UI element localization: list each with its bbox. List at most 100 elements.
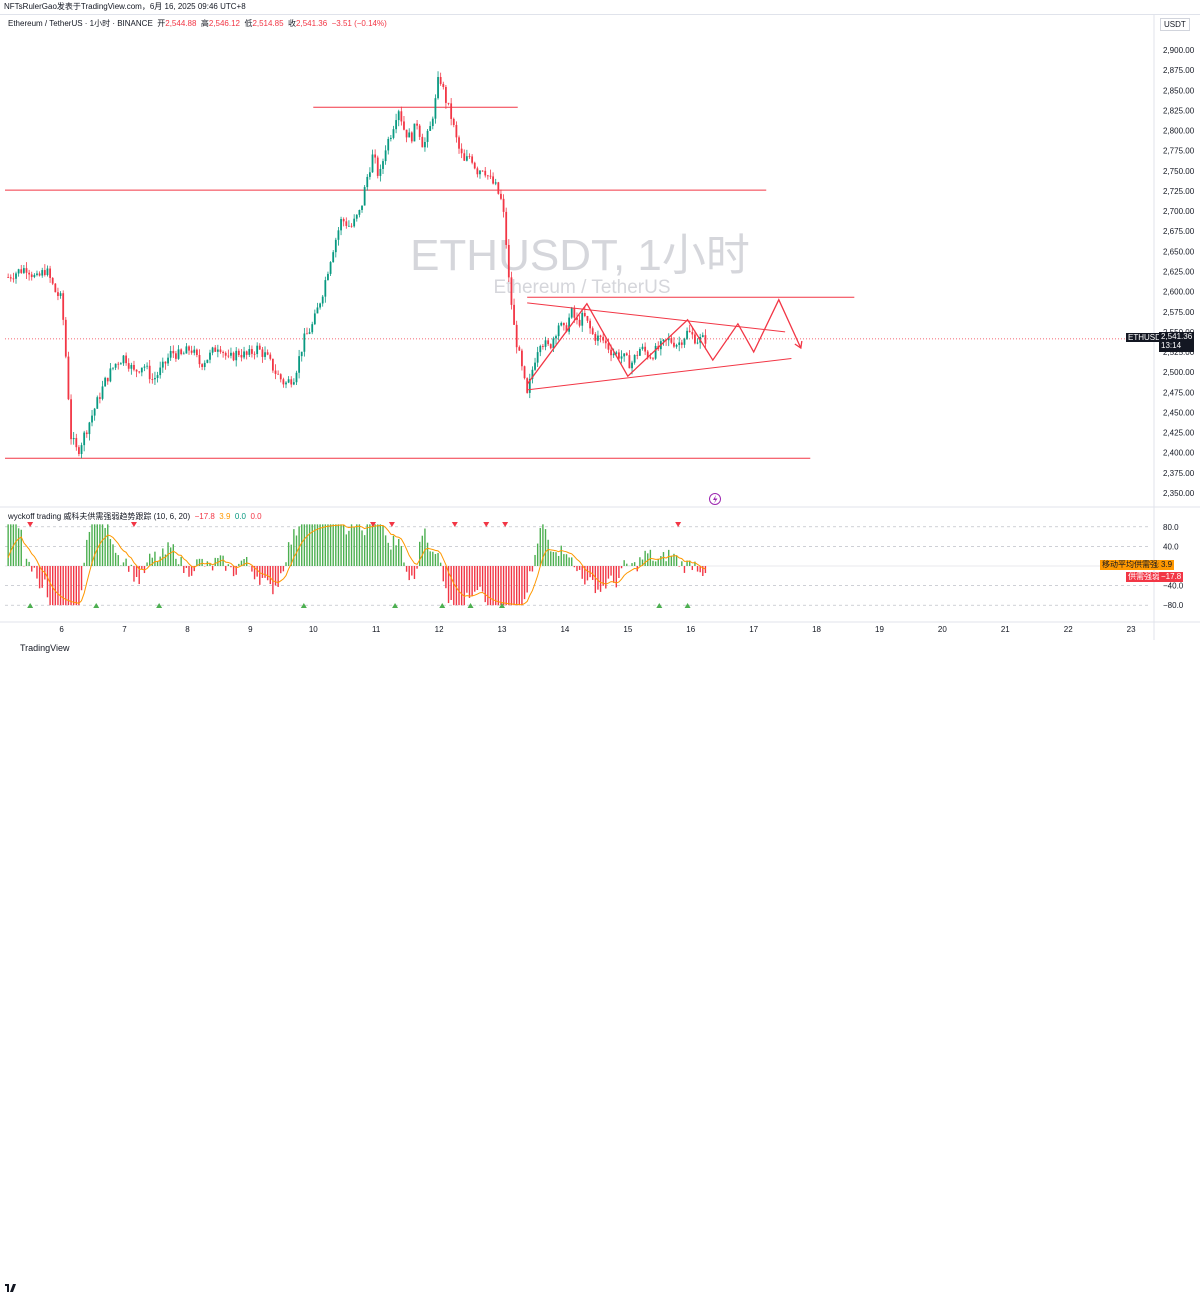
sell-signal-marker	[451, 522, 458, 527]
y-tick-label: 2,450.00	[1163, 408, 1195, 417]
candle-body	[345, 221, 348, 226]
candle-body	[127, 363, 130, 369]
candle-body	[269, 354, 272, 359]
candle-body	[678, 342, 681, 345]
buy-signal-marker	[300, 603, 307, 608]
price-flag-price: 2,541.36	[1161, 332, 1193, 341]
indicator-legend: wyckoff trading 威科夫供需强弱趋势跟踪 (10, 6, 20) …	[8, 511, 262, 522]
buy-signal-marker	[392, 603, 399, 608]
currency-badge[interactable]: USDT	[1160, 18, 1190, 31]
candle-body	[625, 353, 628, 356]
candle-body	[114, 363, 117, 368]
tradingview-logo-icon	[5, 1284, 16, 1292]
candle-body	[434, 98, 437, 119]
y-tick-label: 2,850.00	[1163, 86, 1195, 95]
candle-body	[243, 351, 245, 358]
candle-body	[431, 118, 434, 127]
candle-body	[313, 313, 316, 325]
candle-body	[531, 369, 534, 379]
candle-body	[704, 335, 707, 344]
y-tick-label: 2,525.00	[1163, 348, 1195, 357]
candle-body	[161, 361, 164, 368]
candle-body	[602, 336, 605, 341]
open-label: 开	[157, 19, 166, 28]
symbol-legend: Ethereum / TetherUS · 1小时 · BINANCE 开2,5…	[8, 18, 387, 29]
x-tick-label: 21	[1001, 625, 1010, 634]
candle-body	[112, 367, 114, 369]
candle-body	[232, 352, 235, 361]
candle-body	[80, 445, 83, 455]
candle-body	[486, 175, 489, 177]
candle-body	[539, 345, 542, 353]
candle-body	[96, 397, 99, 409]
y-tick-label: 2,675.00	[1163, 227, 1195, 236]
candle-body	[686, 330, 688, 339]
candle-body	[334, 239, 337, 253]
candle-body	[696, 342, 699, 344]
candle-body	[562, 322, 565, 326]
candle-body	[117, 363, 120, 365]
candle-body	[521, 350, 523, 367]
candle-body	[528, 378, 531, 393]
x-tick-label: 23	[1127, 625, 1136, 634]
candle-body	[41, 270, 44, 276]
sell-signal-marker	[483, 522, 490, 527]
candle-body	[51, 277, 54, 284]
candle-body	[610, 349, 612, 356]
candle-body	[237, 350, 240, 355]
candle-body	[337, 230, 340, 240]
candle-body	[683, 338, 686, 345]
candle-body	[418, 125, 421, 137]
candle-body	[636, 354, 639, 356]
candle-body	[484, 170, 487, 176]
candle-body	[348, 225, 350, 227]
candle-body	[374, 154, 377, 158]
candle-body	[258, 345, 261, 350]
candle-body	[416, 123, 418, 126]
candle-body	[85, 432, 88, 435]
candle-body	[156, 375, 159, 378]
candle-body	[36, 273, 38, 275]
candle-body	[91, 415, 93, 423]
candle-body	[691, 332, 694, 335]
change-value: −3.51 (−0.14%)	[331, 19, 387, 28]
candle-body	[670, 337, 673, 343]
candle-body	[75, 437, 78, 448]
candle-body	[479, 170, 481, 175]
candle-body	[198, 355, 201, 365]
candle-body	[405, 129, 408, 138]
candle-body	[581, 312, 584, 326]
candle-body	[379, 168, 382, 176]
candle-body	[589, 320, 591, 329]
candle-body	[688, 330, 691, 333]
candle-body	[445, 86, 447, 103]
symbol-name[interactable]: Ethereum / TetherUS · 1小时 · BINANCE	[8, 19, 153, 28]
candle-body	[604, 340, 607, 344]
candle-body	[565, 325, 568, 332]
candle-body	[429, 126, 432, 131]
candle-body	[623, 353, 626, 357]
candle-body	[64, 319, 67, 357]
indicator-tick-label: −40.0	[1163, 582, 1184, 591]
candle-body	[9, 277, 12, 279]
candle-body	[607, 343, 610, 350]
sell-signal-marker	[388, 522, 395, 527]
candle-body	[633, 354, 636, 363]
candle-body	[389, 137, 392, 139]
x-tick-label: 14	[560, 625, 569, 634]
candle-body	[211, 347, 214, 353]
candle-body	[264, 352, 266, 357]
indicator-name[interactable]: wyckoff trading 威科夫供需强弱趋势跟踪 (10, 6, 20)	[8, 512, 191, 521]
candle-body	[240, 354, 243, 358]
candle-body	[450, 103, 453, 119]
watermark-subtitle: Ethereum / TetherUS	[493, 277, 670, 298]
buy-signal-marker	[499, 603, 506, 608]
candle-body	[266, 352, 269, 355]
candle-body	[437, 77, 439, 99]
candle-body	[549, 344, 552, 349]
candle-body	[513, 304, 515, 325]
event-lightning-bolt	[713, 495, 718, 504]
zigzag-projection	[526, 298, 802, 385]
footer-brand[interactable]: TradingView	[20, 643, 70, 653]
